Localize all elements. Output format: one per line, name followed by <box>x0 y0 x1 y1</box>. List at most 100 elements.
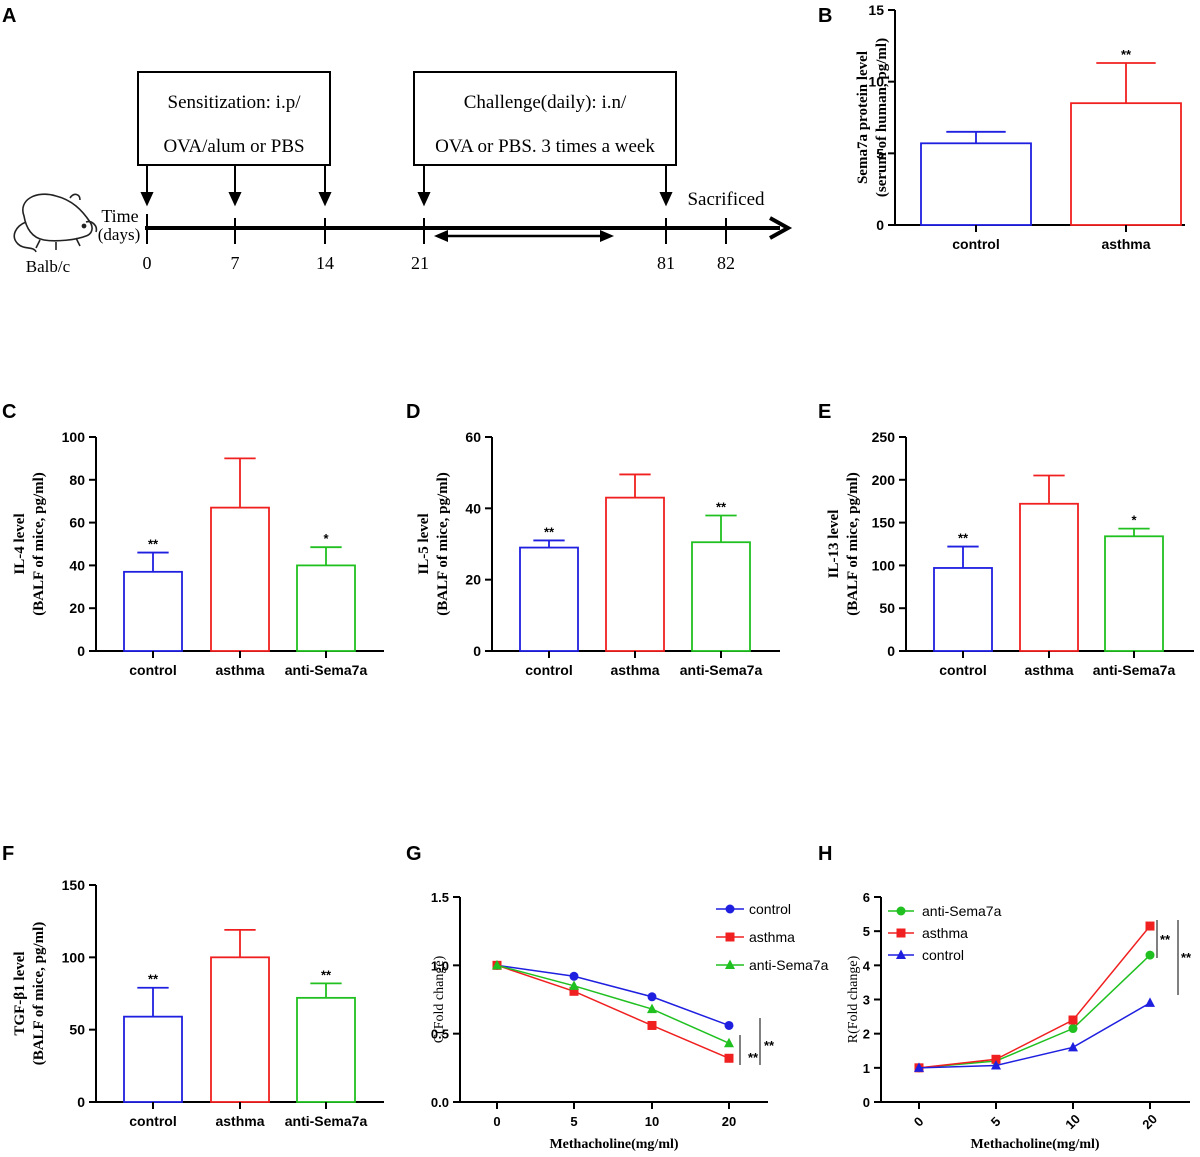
bar-asthma <box>605 496 665 652</box>
y-axis-title: R(Fold change) <box>846 955 861 1043</box>
legend-label: anti-Sema7a <box>749 957 829 973</box>
x-tick-label: anti-Sema7a <box>1093 662 1176 678</box>
legend-label: control <box>749 901 791 917</box>
bar-anti-sema7a <box>691 541 751 652</box>
y-tick-label: 0 <box>887 643 895 659</box>
y-tick-label: 20 <box>69 600 85 616</box>
point-control <box>724 1020 734 1030</box>
point-control <box>647 992 657 1002</box>
y-axis-subtitle: (BALF of mice, pg/ml) <box>31 922 47 1066</box>
x-tick-label: 20 <box>1139 1111 1160 1132</box>
bar-anti-sema7a <box>296 996 356 1103</box>
chart-b: 0 5 10 15 Sema7a protein level (serum of huma… <box>855 2 1185 252</box>
point-asthma <box>1068 1015 1078 1025</box>
y-tick-label: 0 <box>473 643 481 659</box>
x-tick-label: 0 <box>493 1114 500 1129</box>
chart-e: 0 50 100 150 200 250 IL-13 level (BALF of mice,… <box>826 429 1194 678</box>
x-tick-label: 10 <box>645 1114 659 1129</box>
y-tick-label: 1 <box>863 1061 870 1076</box>
day-14: 14 <box>316 253 334 273</box>
y-axis-subtitle: (BALF of mice, pg/ml) <box>845 472 861 616</box>
x-tick-label: 5 <box>988 1114 1004 1130</box>
significance-label: ** <box>148 537 159 552</box>
legend-label: control <box>922 947 964 963</box>
y-tick-label: 100 <box>62 429 86 445</box>
y-tick-label: 1.0 <box>431 958 449 973</box>
timeline-ticks <box>146 214 727 244</box>
x-tick-label: asthma <box>1024 662 1073 678</box>
x-axis-title: Methacholine(mg/ml) <box>549 1137 678 1152</box>
point-asthma <box>724 1053 734 1063</box>
point-anti-sema7a <box>724 1037 734 1048</box>
panel-label-a: A <box>2 5 16 27</box>
significance-label: * <box>1131 513 1137 528</box>
significance-label: ** <box>748 1050 759 1065</box>
y-tick-label: 10 <box>868 74 884 90</box>
mouse-icon <box>13 193 98 253</box>
bar-anti-sema7a <box>1104 535 1164 652</box>
point-control <box>914 1062 924 1072</box>
y-axis-title: C(Fold change) <box>432 955 447 1043</box>
series-line-control <box>496 964 730 1027</box>
day-21: 21 <box>411 253 429 273</box>
y-axis-title: IL-13 level <box>826 510 842 579</box>
panel-label-f: F <box>2 843 14 865</box>
bar-control <box>933 567 993 652</box>
day-81: 81 <box>657 253 675 273</box>
y-tick-label: 80 <box>69 472 85 488</box>
x-tick-label: anti-Sema7a <box>285 1113 368 1129</box>
y-tick-label: 4 <box>863 958 871 973</box>
panel-label-g: G <box>406 843 422 865</box>
y-tick-label: 0 <box>863 1095 870 1110</box>
y-tick-label: 2 <box>863 1027 870 1042</box>
y-axis-subtitle: (BALF of mice, pg/ml) <box>435 472 451 616</box>
y-axis-title: IL-4 level <box>12 513 28 574</box>
point-asthma <box>991 1054 1001 1064</box>
point-control <box>1145 997 1155 1007</box>
point-control <box>725 904 735 914</box>
bar-anti-sema7a <box>296 564 356 652</box>
bar-asthma <box>1070 102 1182 226</box>
bar-control <box>519 546 579 652</box>
time-label: Time <box>101 206 138 226</box>
sacrificed-label: Sacrificed <box>687 189 765 210</box>
point-asthma <box>647 1020 657 1030</box>
panel-label-c: C <box>2 401 16 423</box>
point-asthma <box>896 928 906 938</box>
panel-label-h: H <box>818 843 832 865</box>
significance-label: ** <box>1160 932 1171 947</box>
point-anti-sema7a <box>725 959 735 969</box>
timeline-panel: Sensitization: i.p/ OVA/alum or PBS Chal… <box>13 71 793 276</box>
timeline-arrowhead <box>769 216 793 240</box>
series-line-anti-sema7a <box>918 954 1151 1069</box>
x-tick-label: control <box>129 1113 176 1129</box>
point-anti-sema7a <box>1068 1024 1078 1034</box>
y-tick-label: 50 <box>69 1022 85 1038</box>
y-tick-label: 0 <box>77 1094 85 1110</box>
y-tick-label: 40 <box>69 557 85 573</box>
significance-label: ** <box>544 524 555 539</box>
day-0: 0 <box>143 253 152 273</box>
significance-label: ** <box>148 972 159 987</box>
y-tick-label: 100 <box>872 557 896 573</box>
x-tick-label: asthma <box>610 662 659 678</box>
y-tick-label: 5 <box>863 924 870 939</box>
y-tick-label: 6 <box>863 890 870 905</box>
panel-label-e: E <box>818 401 831 423</box>
bar-asthma <box>210 506 270 652</box>
x-tick-label: 0 <box>911 1114 927 1130</box>
y-tick-label: 5 <box>876 145 884 161</box>
bar-asthma <box>210 956 270 1103</box>
significance-label: * <box>323 531 329 546</box>
point-control <box>991 1059 1001 1070</box>
challenge-box <box>413 71 677 166</box>
days-label: (days) <box>98 225 140 244</box>
chart-d: 0 20 40 60 IL-5 level (BALF of mice, pg/ml) co… <box>416 429 780 678</box>
significance-label: ** <box>1121 47 1132 62</box>
point-asthma <box>569 986 579 996</box>
significance-label: ** <box>958 531 969 546</box>
x-tick-label: control <box>939 662 986 678</box>
point-anti-sema7a <box>492 959 502 970</box>
x-tick-label: anti-Sema7a <box>285 662 368 678</box>
significance-label: ** <box>716 499 727 514</box>
